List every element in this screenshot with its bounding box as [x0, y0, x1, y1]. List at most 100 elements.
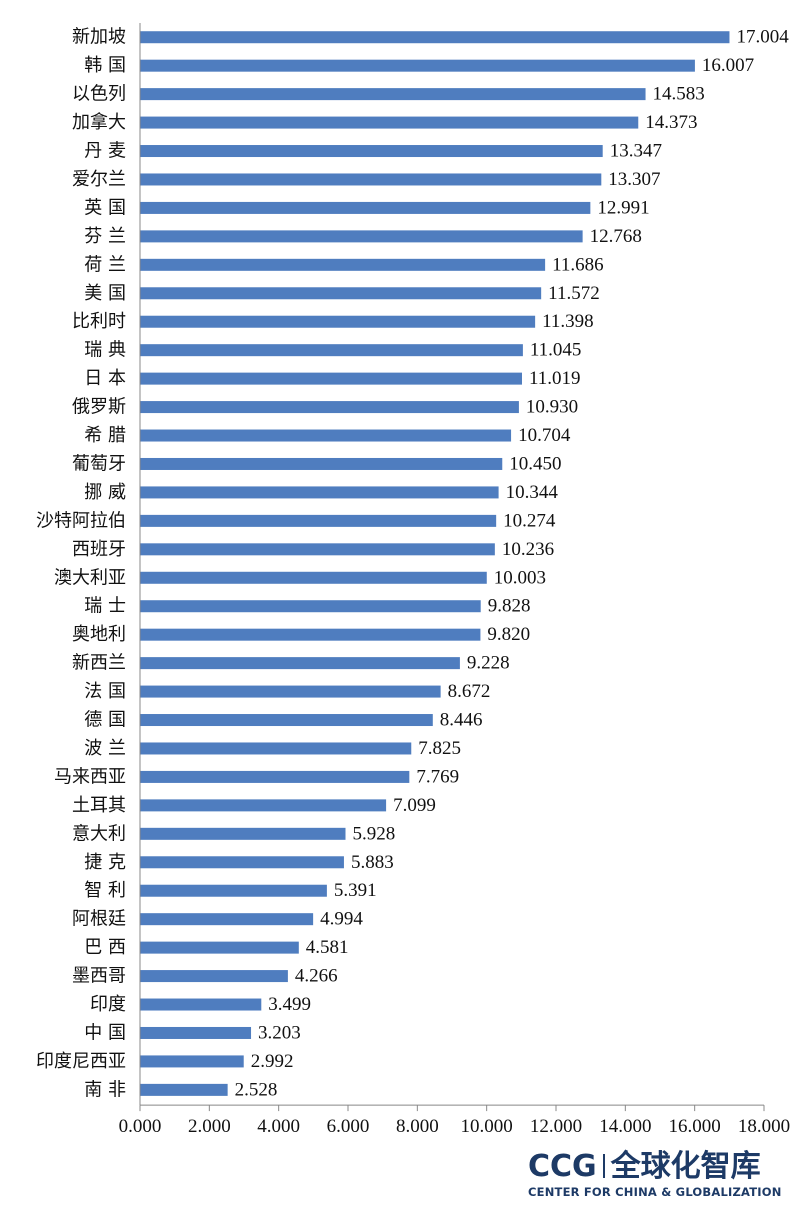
category-label: 波 兰 [84, 738, 126, 759]
category-label: 瑞 典 [84, 340, 126, 361]
bar [140, 372, 522, 385]
data-label: 9.820 [487, 624, 530, 645]
category-label: 美 国 [84, 283, 126, 304]
data-label: 4.581 [306, 937, 349, 958]
bar [140, 59, 695, 72]
x-tick-label: 8.000 [396, 1116, 439, 1137]
category-label: 土耳其 [72, 795, 126, 816]
data-label: 9.228 [467, 653, 510, 674]
bar [140, 657, 460, 670]
category-label: 意大利 [72, 823, 126, 844]
bar [140, 1083, 228, 1096]
bar [140, 116, 639, 129]
data-label: 8.672 [448, 681, 491, 702]
category-label: 日 本 [84, 368, 126, 389]
category-label: 阿根廷 [72, 909, 126, 930]
data-label: 5.883 [351, 852, 394, 873]
category-label: 葡萄牙 [72, 453, 126, 474]
bar [140, 201, 591, 214]
data-label: 11.045 [530, 340, 582, 361]
category-label: 澳大利亚 [54, 567, 126, 588]
category-label: 爱尔兰 [72, 169, 126, 190]
data-label: 10.450 [509, 453, 561, 474]
bar [140, 287, 542, 300]
category-label: 法 国 [84, 681, 126, 702]
data-label: 10.236 [502, 539, 554, 560]
category-label: 瑞 士 [84, 596, 126, 617]
data-label: 11.019 [529, 368, 581, 389]
data-label: 9.828 [488, 596, 531, 617]
bar [140, 31, 730, 44]
bar [140, 970, 288, 983]
data-label: 3.499 [268, 994, 311, 1015]
data-label: 17.004 [736, 27, 789, 48]
data-label: 7.769 [416, 766, 459, 787]
data-label: 10.344 [506, 482, 559, 503]
category-label: 南 非 [84, 1079, 126, 1100]
x-tick-label: 16.000 [669, 1116, 721, 1137]
bar [140, 173, 602, 186]
category-label: 德 国 [84, 710, 126, 731]
x-tick-label: 0.000 [119, 1116, 162, 1137]
ccg-logo: CCG 全球化智库 CENTER FOR CHINA & GLOBALIZATIO… [528, 1152, 793, 1200]
data-label: 3.203 [258, 1022, 301, 1043]
category-label: 西班牙 [72, 539, 126, 560]
logo-mark: CCG [528, 1149, 597, 1184]
data-label: 10.704 [518, 425, 571, 446]
logo-chinese: 全球化智库 [610, 1149, 761, 1184]
data-label: 10.274 [503, 510, 556, 531]
category-label: 中 国 [84, 1022, 126, 1043]
bar [140, 571, 487, 584]
bar [140, 1055, 244, 1068]
x-tick-label: 4.000 [257, 1116, 300, 1137]
data-label: 13.307 [608, 169, 660, 190]
x-axis-ticks: 0.000 2.000 4.000 6.000 8.000 10.000 12.000 14.… [119, 1105, 790, 1137]
data-label: 12.768 [590, 226, 642, 247]
value-labels: 17.004 16.007 14.583 14.373 13.347 13.307 12.9… [235, 27, 790, 1101]
bar [140, 714, 433, 727]
data-label: 12.991 [597, 197, 649, 218]
bar [140, 941, 299, 954]
data-label: 13.347 [610, 141, 662, 162]
bar [140, 344, 523, 357]
x-tick-label: 18.000 [738, 1116, 790, 1137]
logo-title: CCG 全球化智库 [528, 1152, 793, 1182]
bar [140, 145, 603, 158]
category-label: 加拿大 [72, 111, 126, 133]
bar [140, 770, 410, 783]
bar [140, 685, 441, 698]
bar [140, 486, 499, 499]
bar [140, 514, 497, 527]
category-label: 芬 兰 [84, 226, 126, 247]
bar [140, 88, 646, 101]
bar [140, 457, 503, 470]
logo-separator [602, 1154, 605, 1178]
bar [140, 827, 346, 840]
bar [140, 600, 481, 613]
category-label: 捷 克 [84, 852, 126, 873]
bar [140, 913, 314, 926]
x-tick-label: 6.000 [327, 1116, 370, 1137]
x-tick-label: 2.000 [188, 1116, 231, 1137]
data-label: 14.373 [645, 112, 697, 133]
bar [140, 998, 262, 1011]
bar [140, 543, 495, 556]
category-label: 丹 麦 [84, 141, 126, 162]
bar [140, 429, 512, 442]
data-label: 7.825 [418, 738, 461, 759]
category-label: 英 国 [84, 197, 126, 218]
data-label: 16.007 [702, 55, 754, 76]
bar [140, 884, 327, 897]
bar [140, 799, 387, 812]
category-label: 荷 兰 [84, 254, 126, 275]
bar [140, 401, 519, 414]
category-label: 巴 西 [84, 937, 126, 958]
category-label: 挪 威 [84, 482, 126, 503]
data-label: 10.003 [494, 567, 546, 588]
data-label: 2.528 [235, 1079, 278, 1100]
category-label: 马来西亚 [54, 766, 126, 787]
category-label: 新西兰 [72, 653, 126, 674]
bar [140, 742, 412, 755]
